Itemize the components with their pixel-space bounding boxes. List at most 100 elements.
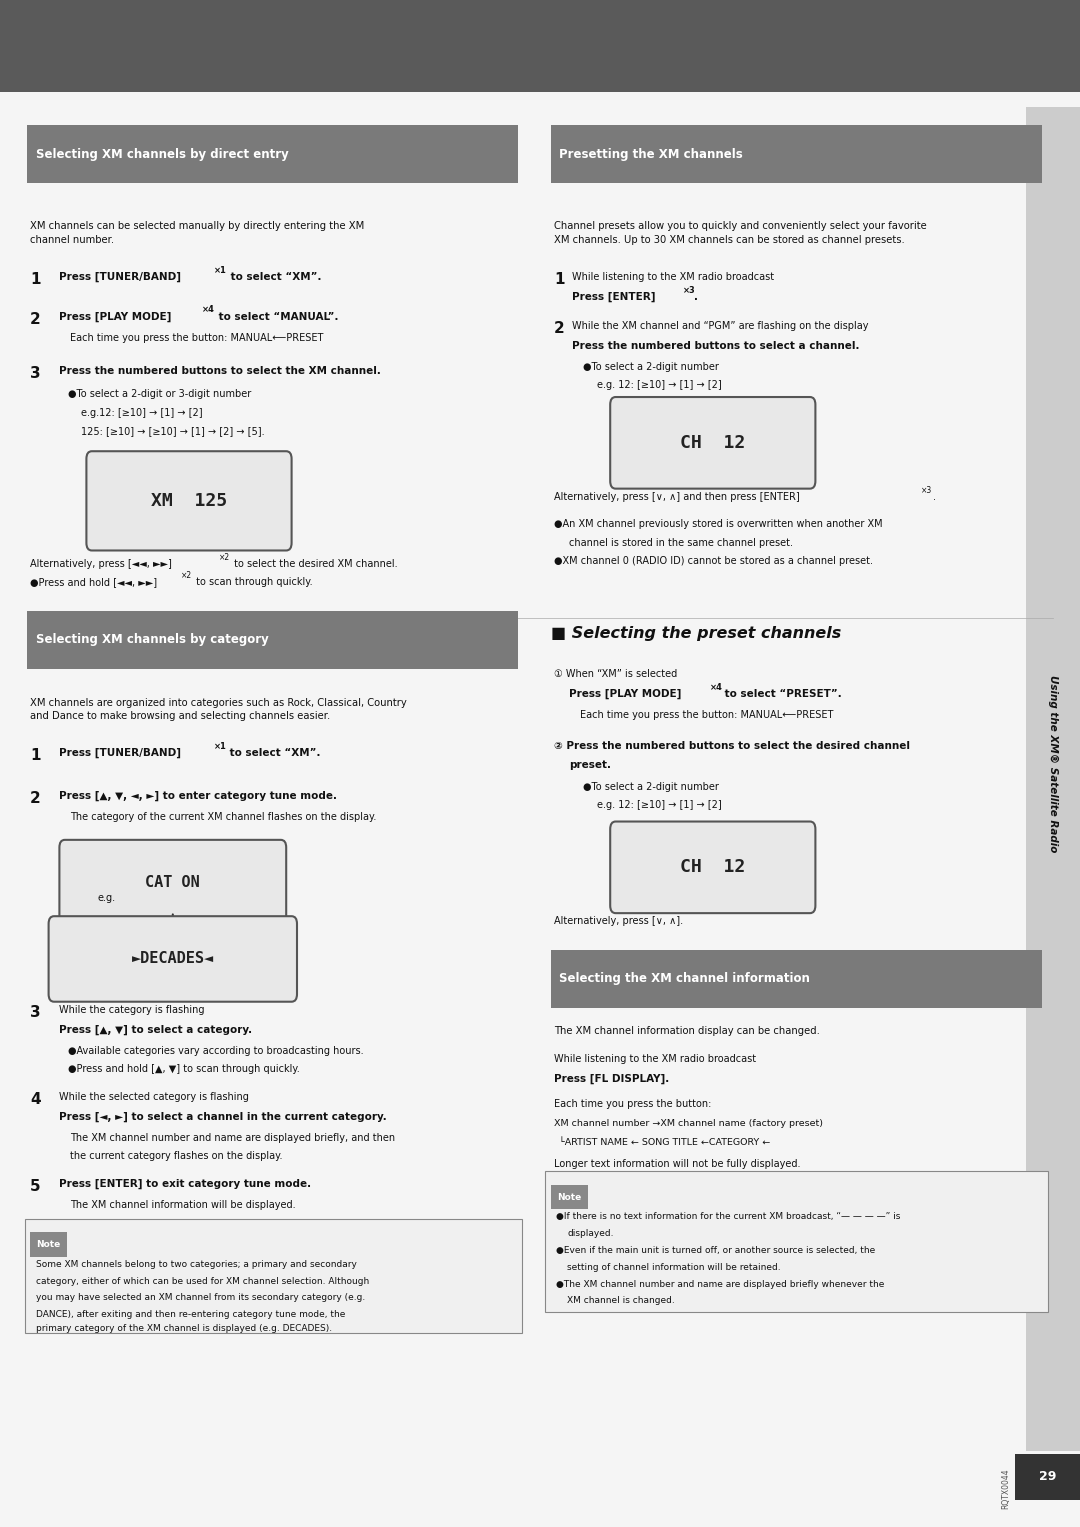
Text: XM channels can be selected manually by directly entering the XM
channel number.: XM channels can be selected manually by … (30, 221, 364, 244)
Text: the current category flashes on the display.: the current category flashes on the disp… (70, 1151, 283, 1162)
FancyBboxPatch shape (551, 950, 1042, 1008)
FancyBboxPatch shape (610, 822, 815, 913)
Text: Channel presets allow you to quickly and conveniently select your favorite
XM ch: Channel presets allow you to quickly and… (554, 221, 927, 244)
Text: Press [▲, ▼] to select a category.: Press [▲, ▼] to select a category. (59, 1025, 253, 1035)
Text: ×1: ×1 (214, 266, 227, 275)
Text: Each time you press the button:: Each time you press the button: (554, 1099, 712, 1110)
Text: While listening to the XM radio broadcast: While listening to the XM radio broadcas… (554, 1054, 756, 1064)
Text: 3: 3 (30, 366, 41, 382)
Text: ×3: ×3 (921, 486, 932, 495)
Text: Press [◄, ►] to select a channel in the current category.: Press [◄, ►] to select a channel in the … (59, 1112, 387, 1122)
Text: ① When “XM” is selected: ① When “XM” is selected (554, 669, 677, 680)
Text: └ARTIST NAME ← SONG TITLE ←CATEGORY ←: └ARTIST NAME ← SONG TITLE ←CATEGORY ← (559, 1138, 771, 1147)
Text: 3: 3 (30, 1005, 41, 1020)
Text: ●Available categories vary according to broadcasting hours.: ●Available categories vary according to … (68, 1046, 364, 1057)
Text: Note: Note (557, 1193, 581, 1202)
Text: ●XM channel 0 (RADIO ID) cannot be stored as a channel preset.: ●XM channel 0 (RADIO ID) cannot be store… (554, 556, 873, 567)
Text: to select “XM”.: to select “XM”. (227, 272, 322, 282)
Text: e.g.12: [≥10] → [1] → [2]: e.g.12: [≥10] → [1] → [2] (81, 408, 203, 418)
Text: While the selected category is flashing: While the selected category is flashing (59, 1092, 249, 1102)
Text: ●To select a 2-digit number: ●To select a 2-digit number (583, 782, 719, 793)
Text: Each time you press the button: MANUAL⟵PRESET: Each time you press the button: MANUAL⟵P… (70, 333, 324, 344)
Text: Press [PLAY MODE]: Press [PLAY MODE] (59, 312, 172, 322)
Text: ■ Selecting the preset channels: ■ Selecting the preset channels (551, 626, 841, 641)
FancyBboxPatch shape (86, 450, 292, 550)
Text: to select “MANUAL”.: to select “MANUAL”. (215, 312, 338, 322)
Text: ×4: ×4 (710, 683, 723, 692)
Text: ●If there is no text information for the current XM broadcast, “— — — —” is: ●If there is no text information for the… (556, 1212, 901, 1222)
Text: 1: 1 (30, 748, 41, 764)
Text: Press [ENTER] to exit category tune mode.: Press [ENTER] to exit category tune mode… (59, 1179, 311, 1190)
Text: Press the numbered buttons to select a channel.: Press the numbered buttons to select a c… (572, 341, 860, 351)
Text: 1: 1 (554, 272, 565, 287)
Text: primary category of the XM channel is displayed (e.g. DECADES).: primary category of the XM channel is di… (36, 1324, 332, 1333)
Text: ●Even if the main unit is turned off, or another source is selected, the: ●Even if the main unit is turned off, or… (556, 1246, 876, 1255)
Text: Selecting XM channels by category: Selecting XM channels by category (36, 634, 269, 646)
Text: ●Press and hold [◄◄, ►►]: ●Press and hold [◄◄, ►►] (30, 577, 158, 588)
Text: XM channels are organized into categories such as Rock, Classical, Country
and D: XM channels are organized into categorie… (30, 698, 407, 721)
Bar (1026, 107, 1080, 1451)
Text: 5: 5 (30, 1179, 41, 1194)
Text: ●Press and hold [▲, ▼] to scan through quickly.: ●Press and hold [▲, ▼] to scan through q… (68, 1064, 300, 1075)
FancyBboxPatch shape (30, 1232, 67, 1257)
Text: Using the XM® Satellite Radio: Using the XM® Satellite Radio (1048, 675, 1058, 852)
Text: ×1: ×1 (214, 742, 227, 751)
Text: Longer text information will not be fully displayed.: Longer text information will not be full… (554, 1159, 800, 1170)
Text: Press [FL DISPLAY].: Press [FL DISPLAY]. (554, 1073, 670, 1084)
Text: Some XM channels belong to two categories; a primary and secondary: Some XM channels belong to two categorie… (36, 1260, 356, 1269)
Text: CH  12: CH 12 (680, 858, 745, 876)
Text: XM  125: XM 125 (151, 492, 227, 510)
Text: ●To select a 2-digit or 3-digit number: ●To select a 2-digit or 3-digit number (68, 389, 252, 400)
Text: ×2: ×2 (219, 553, 230, 562)
Text: The XM channel number and name are displayed briefly, and then: The XM channel number and name are displ… (70, 1133, 395, 1144)
Text: Press [▲, ▼, ◄, ►] to enter category tune mode.: Press [▲, ▼, ◄, ►] to enter category tun… (59, 791, 337, 802)
Text: ►DECADES◄: ►DECADES◄ (132, 951, 214, 967)
Text: 2: 2 (554, 321, 565, 336)
Text: ●To select a 2-digit number: ●To select a 2-digit number (583, 362, 719, 373)
Bar (1015, 1454, 1080, 1500)
Text: .: . (694, 292, 699, 302)
Text: ×4: ×4 (202, 305, 215, 315)
Text: The XM channel information display can be changed.: The XM channel information display can b… (554, 1026, 820, 1037)
Text: Selecting the XM channel information: Selecting the XM channel information (559, 973, 810, 985)
Text: Press [ENTER]: Press [ENTER] (572, 292, 656, 302)
Text: e.g. 12: [≥10] → [1] → [2]: e.g. 12: [≥10] → [1] → [2] (597, 800, 723, 811)
Text: Selecting XM channels by direct entry: Selecting XM channels by direct entry (36, 148, 288, 160)
FancyBboxPatch shape (551, 125, 1042, 183)
FancyBboxPatch shape (27, 125, 518, 183)
Text: ×2: ×2 (181, 571, 192, 580)
Text: DANCE), after exiting and then re-entering category tune mode, the: DANCE), after exiting and then re-enteri… (36, 1310, 345, 1319)
Text: CAT ON: CAT ON (146, 875, 200, 890)
FancyBboxPatch shape (27, 611, 518, 669)
FancyBboxPatch shape (49, 916, 297, 1002)
Text: to select “XM”.: to select “XM”. (226, 748, 321, 759)
Text: XM channel is changed.: XM channel is changed. (567, 1296, 675, 1306)
Text: Each time you press the button: MANUAL⟵PRESET: Each time you press the button: MANUAL⟵P… (580, 710, 834, 721)
Text: CH  12: CH 12 (680, 434, 745, 452)
Text: Press [PLAY MODE]: Press [PLAY MODE] (569, 689, 681, 699)
Text: displayed.: displayed. (567, 1229, 613, 1238)
Text: 4: 4 (30, 1092, 41, 1107)
Text: e.g. 12: [≥10] → [1] → [2]: e.g. 12: [≥10] → [1] → [2] (597, 380, 723, 391)
Text: 29: 29 (1039, 1471, 1056, 1483)
Text: RQTX0044: RQTX0044 (1001, 1467, 1010, 1509)
Text: 2: 2 (30, 791, 41, 806)
FancyBboxPatch shape (25, 1219, 522, 1333)
Text: XM channel number →XM channel name (factory preset): XM channel number →XM channel name (fact… (554, 1119, 823, 1128)
Text: .: . (933, 492, 936, 502)
Text: ② Press the numbered buttons to select the desired channel: ② Press the numbered buttons to select t… (554, 741, 910, 751)
Text: ●An XM channel previously stored is overwritten when another XM: ●An XM channel previously stored is over… (554, 519, 882, 530)
Text: Note: Note (37, 1240, 60, 1249)
Text: Presetting the XM channels: Presetting the XM channels (559, 148, 743, 160)
Text: Alternatively, press [∨, ∧] and then press [ENTER]: Alternatively, press [∨, ∧] and then pre… (554, 492, 800, 502)
Text: ●The XM channel number and name are displayed briefly whenever the: ●The XM channel number and name are disp… (556, 1280, 885, 1289)
Text: While listening to the XM radio broadcast: While listening to the XM radio broadcas… (572, 272, 774, 282)
Text: 1: 1 (30, 272, 41, 287)
FancyBboxPatch shape (59, 840, 286, 925)
Text: Alternatively, press [∨, ∧].: Alternatively, press [∨, ∧]. (554, 916, 684, 927)
Text: Press [TUNER/BAND]: Press [TUNER/BAND] (59, 748, 181, 759)
Text: Alternatively, press [◄◄, ►►]: Alternatively, press [◄◄, ►►] (30, 559, 172, 570)
Text: preset.: preset. (569, 760, 611, 771)
Text: 2: 2 (30, 312, 41, 327)
Text: e.g.: e.g. (97, 893, 116, 904)
